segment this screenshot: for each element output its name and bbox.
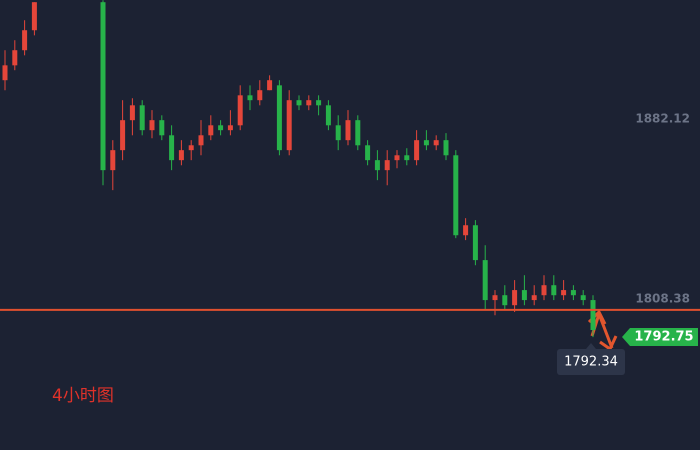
candle-body (306, 100, 312, 106)
candle-body (453, 155, 459, 236)
candle-body (384, 160, 390, 171)
candle-body (580, 295, 586, 301)
candle-body (267, 80, 273, 91)
candle-body (502, 295, 508, 306)
candle-body (365, 145, 371, 161)
candle-body (12, 50, 18, 66)
candle-body (521, 290, 527, 301)
candle-body (2, 65, 8, 81)
candle-body (482, 260, 488, 301)
candle-body (139, 105, 145, 131)
candle-body (31, 2, 37, 31)
last-price-tag (622, 328, 698, 347)
candle-body (345, 120, 351, 141)
candle-body (374, 160, 380, 171)
candle-body (423, 140, 429, 146)
candle-body (208, 125, 214, 136)
candle-body (551, 285, 557, 296)
cursor-price-label: 1792.34 (564, 355, 618, 370)
candle-body (404, 155, 410, 161)
y-tick-label: 1808.38 (635, 291, 690, 305)
candle-body (325, 105, 331, 126)
candle-body (218, 125, 224, 131)
candle-body (561, 290, 567, 296)
candle-body (296, 100, 302, 106)
y-tick-label: 1882.12 (635, 112, 690, 126)
candle-body (414, 140, 420, 161)
candle-body (531, 295, 537, 301)
candle-body (120, 120, 126, 151)
last-price-label: 1792.75 (634, 330, 693, 345)
candle-body (335, 125, 341, 141)
candle-body (394, 155, 400, 161)
candle-body (286, 100, 292, 151)
candle-body (463, 225, 469, 236)
candle-body (433, 140, 439, 146)
candle-body (276, 85, 282, 151)
candle-body (149, 120, 155, 131)
candle-body (590, 300, 596, 331)
candle-body (570, 290, 576, 296)
candle-body (443, 140, 449, 156)
candle-body (316, 100, 322, 106)
candle-body (22, 30, 28, 51)
candle-body (169, 135, 175, 161)
arrow-head-down (599, 335, 618, 352)
candle-body (110, 150, 116, 171)
cursor-price-pointer (586, 343, 596, 350)
candle-body (237, 95, 243, 126)
annotation: 4小时图 (52, 386, 114, 406)
candle-body (472, 225, 478, 261)
candle-body (512, 290, 518, 306)
candle-body (188, 145, 194, 151)
cursor-price-box (557, 349, 625, 376)
candle-body (492, 295, 498, 301)
candle-body (541, 285, 547, 296)
candle-body (159, 120, 165, 136)
candle-body (198, 135, 204, 146)
candle-body (129, 105, 135, 121)
candle-body (100, 2, 106, 171)
candle-body (227, 125, 233, 131)
candle-body (247, 95, 253, 101)
candle-body (178, 150, 184, 161)
candle-body (355, 120, 361, 146)
candle-body (257, 90, 263, 101)
